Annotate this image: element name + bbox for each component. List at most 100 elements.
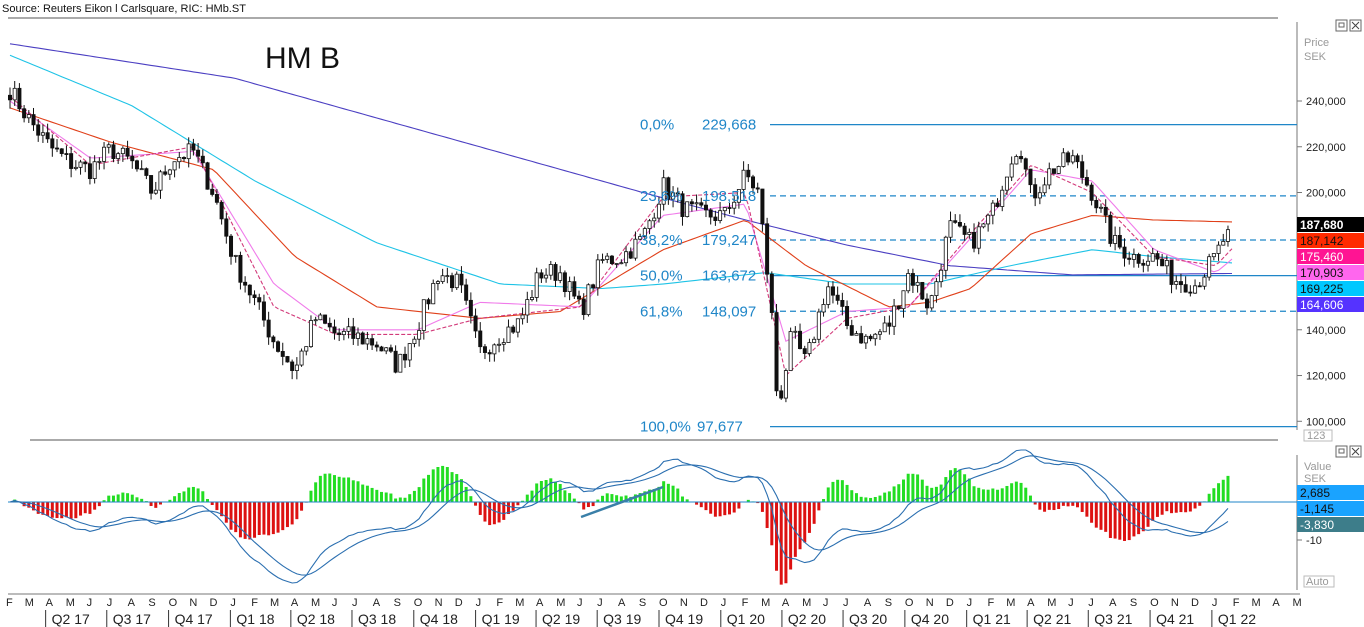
candle-body: [1066, 152, 1071, 163]
candle-body: [233, 254, 238, 257]
macd-histogram: [13, 465, 1230, 585]
candle-body: [1037, 192, 1042, 199]
last-value-badge: [1297, 297, 1364, 312]
candle-body: [656, 203, 661, 219]
quarter-label: Q1 22: [1218, 611, 1256, 627]
candle-body: [172, 161, 177, 171]
candle-body: [943, 236, 948, 271]
candle-body: [990, 202, 995, 216]
value-axis-corner[interactable]: Auto: [1303, 575, 1335, 588]
candle-body: [1028, 168, 1033, 186]
candle-body: [934, 281, 939, 297]
top-pane-window-buttons[interactable]: [1335, 19, 1362, 32]
month-label: O: [169, 597, 178, 609]
candle-body: [219, 201, 224, 220]
candle-body: [1047, 168, 1052, 186]
month-label: S: [885, 597, 892, 609]
candle-body: [868, 335, 873, 340]
price-axis-ticks: 240,000 220,000 200,000 140,000 120,000 100,0…: [1297, 96, 1346, 428]
candle-body: [1103, 206, 1108, 216]
quarter-label: Q3 20: [849, 611, 887, 627]
candle-body: [407, 343, 412, 361]
candle-body: [798, 330, 803, 350]
close-icon-cross: [1351, 21, 1360, 30]
candle-body: [238, 254, 243, 283]
candle-body: [906, 273, 911, 292]
month-label: D: [700, 597, 708, 609]
candle-body: [925, 298, 930, 309]
candle-body: [619, 262, 624, 265]
macd-value-label: 2,685: [1300, 486, 1330, 500]
candle-body: [1197, 285, 1202, 288]
candle-body: [266, 319, 271, 338]
candle-body: [892, 305, 897, 327]
candle-body: [751, 176, 756, 189]
macd-value-badge: [1297, 501, 1364, 516]
restore-icon[interactable]: [1335, 445, 1348, 458]
last-value-label: 175,460: [1300, 250, 1344, 264]
quarter-label: Q3 19: [603, 611, 641, 627]
close-icon-cross: [1351, 447, 1360, 456]
month-label: J: [597, 597, 603, 609]
month-label: M: [311, 597, 320, 609]
candle-body: [355, 332, 360, 339]
candle-body: [210, 188, 215, 195]
value-axis-unit: SEK: [1304, 473, 1327, 485]
candle-body: [830, 286, 835, 296]
candle-body: [224, 218, 229, 237]
price-tick-label: 100,000: [1306, 416, 1346, 428]
candle-body: [896, 305, 901, 310]
candle-body: [1051, 168, 1056, 174]
price-tick-label: 240,000: [1306, 96, 1346, 108]
fibonacci-labels: 0,0% 229,668 23,6% 198,518 38,2% 179,247 50,0%…: [640, 117, 756, 436]
candle-body: [1183, 284, 1188, 293]
candle-body: [299, 350, 304, 366]
moving-average-10: [9, 95, 1233, 377]
candle-body: [1221, 241, 1226, 246]
candle-body: [976, 226, 981, 249]
candle-body: [149, 175, 154, 194]
candle-body: [492, 344, 497, 355]
month-label: O: [414, 597, 423, 609]
month-label: M: [1292, 597, 1301, 609]
candle-body: [1174, 281, 1179, 285]
candle-body: [863, 335, 868, 344]
fibonacci-value: 229,668: [702, 117, 756, 134]
candle-body: [812, 338, 817, 343]
candle-body: [849, 325, 854, 336]
price-axis-corner[interactable]: 123: [1303, 429, 1333, 442]
candle-body: [520, 314, 525, 320]
month-label: D: [210, 597, 218, 609]
candle-body: [473, 315, 478, 332]
macd-value-label: -3,830: [1300, 518, 1334, 532]
candle-body: [1216, 244, 1221, 254]
candle-body: [920, 281, 925, 300]
month-label: F: [1233, 597, 1240, 609]
chart-title: HM B: [265, 42, 340, 75]
month-label: D: [946, 597, 954, 609]
month-label: A: [291, 597, 299, 609]
candle-body: [31, 114, 36, 126]
candle-body: [186, 143, 191, 160]
candle-body: [1146, 260, 1151, 266]
last-value-badges: 187,680 187,142 175,460 170,903 169,225 164,6…: [1297, 217, 1364, 312]
candle-body: [1023, 158, 1028, 170]
candle-body: [92, 161, 97, 179]
candle-body: [482, 346, 487, 353]
value-axis-label: Value: [1304, 461, 1331, 473]
month-label: M: [556, 597, 565, 609]
bottom-pane-window-buttons[interactable]: [1335, 445, 1362, 458]
price-tick-label: 220,000: [1306, 142, 1346, 154]
candle-body: [741, 169, 746, 190]
candle-body: [365, 338, 370, 345]
candle-body: [854, 333, 859, 336]
month-label: A: [373, 597, 381, 609]
candle-body: [134, 160, 139, 170]
restore-icon[interactable]: [1335, 19, 1348, 32]
macd-value-badges: 2,685 -1,145 -3,830: [1297, 485, 1364, 532]
last-value-badge: [1297, 217, 1364, 232]
fibonacci-percent: 50,0%: [640, 268, 683, 285]
month-label: J: [1088, 597, 1094, 609]
